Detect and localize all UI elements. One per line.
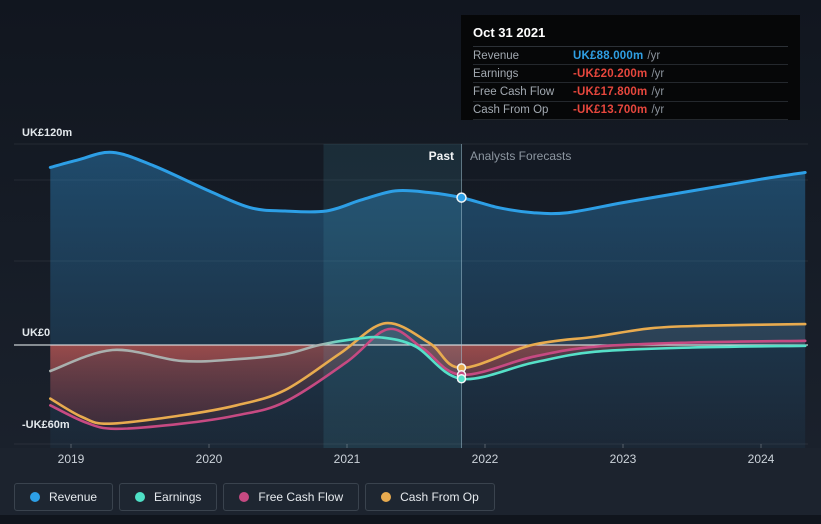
y-axis-label-0: UK£0 <box>22 327 51 339</box>
tooltip-rows: Revenue UK£88.000m/yr Earnings -UK£20.200m /… <box>473 47 788 120</box>
x-axis-label-2022: 2022 <box>471 452 499 466</box>
y-axis-label-120m: UK£120m <box>22 127 73 139</box>
legend-item-label: Free Cash Flow <box>258 490 344 504</box>
tooltip-row-value: -UK£17.800m <box>573 85 648 98</box>
legend-dot-icon <box>30 492 40 502</box>
tooltip-row-value: -UK£20.200m <box>573 67 648 80</box>
tooltip-row-earnings: Earnings -UK£20.200m/yr <box>473 65 788 84</box>
y-axis-label-neg60m: -UK£60m <box>22 419 70 431</box>
tooltip-row-suffix: /yr <box>651 85 665 98</box>
chart-tooltip: Oct 31 2021 Revenue UK£88.000m/yr Earnings… <box>461 15 800 120</box>
x-axis-label-2021: 2021 <box>333 452 361 466</box>
tooltip-row-value: UK£88.000m <box>573 49 644 62</box>
legend-item-label: Earnings <box>154 490 202 504</box>
tooltip-row-label: Revenue <box>473 49 520 62</box>
tooltip-row-cashop: Cash From Op -UK£13.700m/yr <box>473 102 788 120</box>
chart-legend: Revenue Earnings Free Cash Flow Cash From O… <box>14 483 495 511</box>
legend-item-label: Revenue <box>49 490 98 504</box>
legend-dot-icon <box>239 492 250 502</box>
legend-item-cashop[interactable]: Cash From Op <box>365 483 495 511</box>
tooltip-date: Oct 31 2021 <box>473 22 788 47</box>
past-label: Past <box>428 149 454 163</box>
forecast-label: Analysts Forecasts <box>470 149 572 163</box>
tooltip-row-label: Free Cash Flow <box>473 85 555 98</box>
tooltip-row-suffix: /yr <box>651 104 665 117</box>
tooltip-row-suffix: /yr <box>651 67 665 80</box>
legend-item-label: Cash From Op <box>400 490 479 504</box>
x-axis-label-2024: 2024 <box>747 452 775 466</box>
tooltip-row-label: Earnings <box>473 67 519 80</box>
legend-item-earnings[interactable]: Earnings <box>119 483 218 511</box>
legend-item-fcf[interactable]: Free Cash Flow <box>223 483 360 511</box>
tooltip-row-fcf: Free Cash Flow -UK£17.800m/yr <box>473 83 788 102</box>
legend-dot-icon <box>381 492 392 502</box>
legend-item-revenue[interactable]: Revenue <box>14 483 114 511</box>
tooltip-row-revenue: Revenue UK£88.000m/yr <box>473 47 788 66</box>
x-axis-label-2020: 2020 <box>195 452 223 466</box>
x-axis-label-2019: 2019 <box>57 452 85 466</box>
tooltip-row-value: -UK£13.700m <box>573 104 648 117</box>
page-bottom-strip <box>0 515 821 524</box>
tooltip-row-label: Cash From Op <box>473 104 549 117</box>
x-axis-label-2023: 2023 <box>609 452 637 466</box>
tooltip-row-suffix: /yr <box>647 49 661 62</box>
legend-dot-icon <box>135 492 146 502</box>
